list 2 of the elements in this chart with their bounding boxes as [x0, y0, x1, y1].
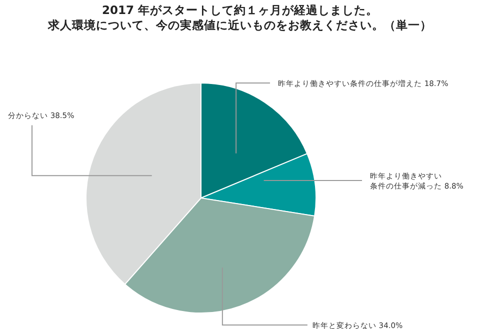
title: 2017 年がスタートして約１ヶ月が経過しました。: [102, 3, 378, 17]
subtitle: 求人環境について、今の実感値に近いものをお教えください。（単一）: [48, 18, 432, 32]
